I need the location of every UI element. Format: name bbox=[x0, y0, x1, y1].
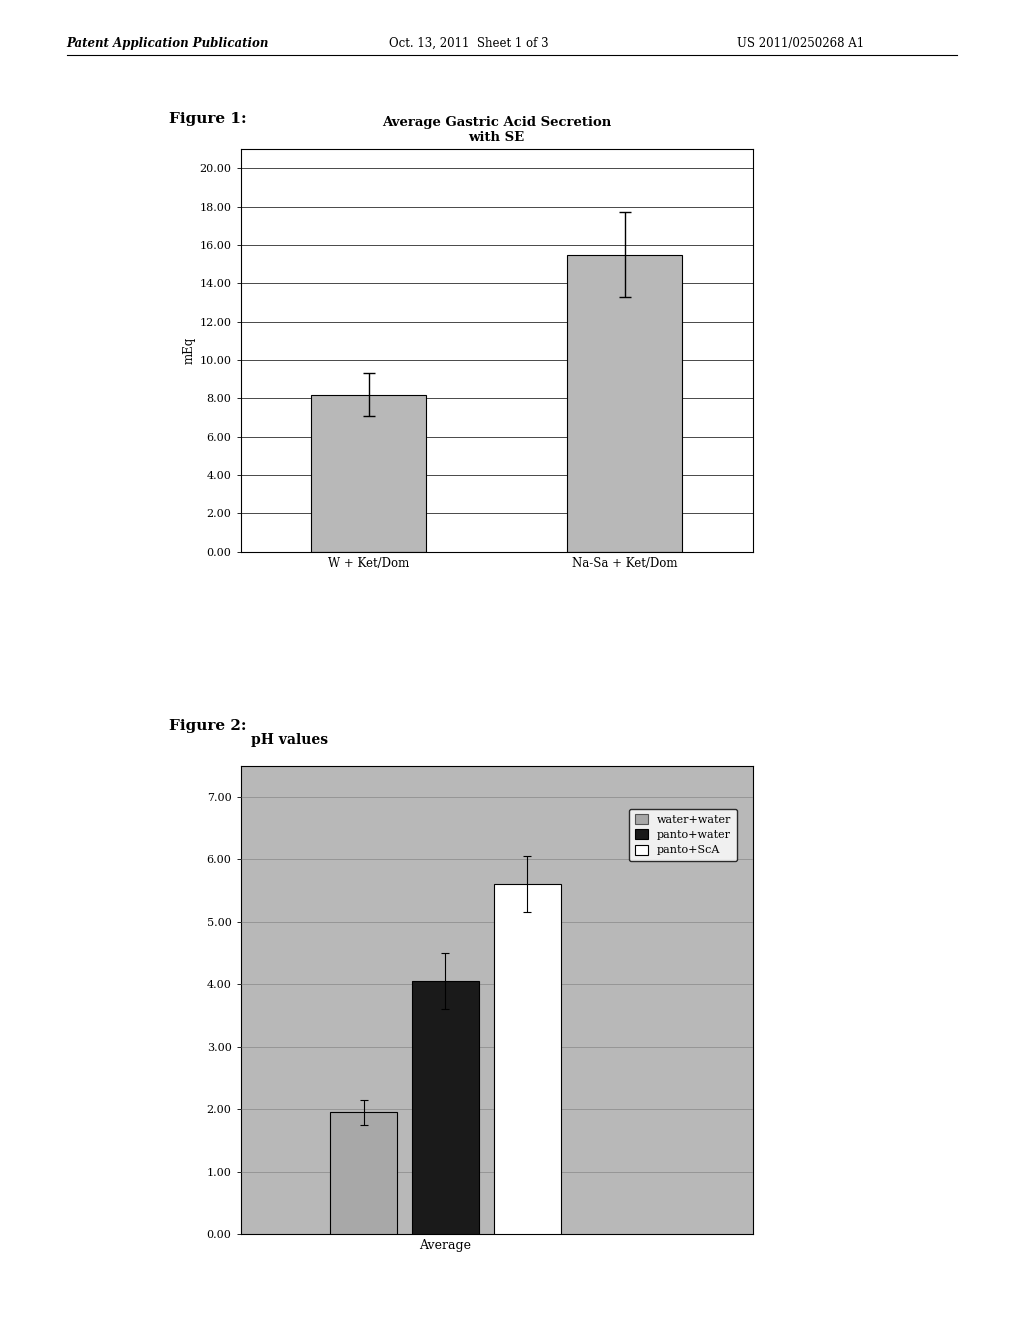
Bar bbox=[311, 395, 426, 552]
Text: pH values: pH values bbox=[251, 733, 328, 747]
Title: Average Gastric Acid Secretion
with SE: Average Gastric Acid Secretion with SE bbox=[382, 116, 611, 144]
Bar bbox=[330, 1113, 397, 1234]
Text: US 2011/0250268 A1: US 2011/0250268 A1 bbox=[737, 37, 864, 50]
Text: Patent Application Publication: Patent Application Publication bbox=[67, 37, 269, 50]
Bar bbox=[567, 255, 682, 552]
Bar bbox=[494, 884, 561, 1234]
Bar bbox=[412, 981, 478, 1234]
Text: Figure 2:: Figure 2: bbox=[169, 719, 247, 734]
Y-axis label: mEq: mEq bbox=[182, 337, 196, 364]
Text: Figure 1:: Figure 1: bbox=[169, 112, 247, 127]
Legend: water+water, panto+water, panto+ScA: water+water, panto+water, panto+ScA bbox=[629, 809, 737, 861]
Text: Oct. 13, 2011  Sheet 1 of 3: Oct. 13, 2011 Sheet 1 of 3 bbox=[389, 37, 549, 50]
